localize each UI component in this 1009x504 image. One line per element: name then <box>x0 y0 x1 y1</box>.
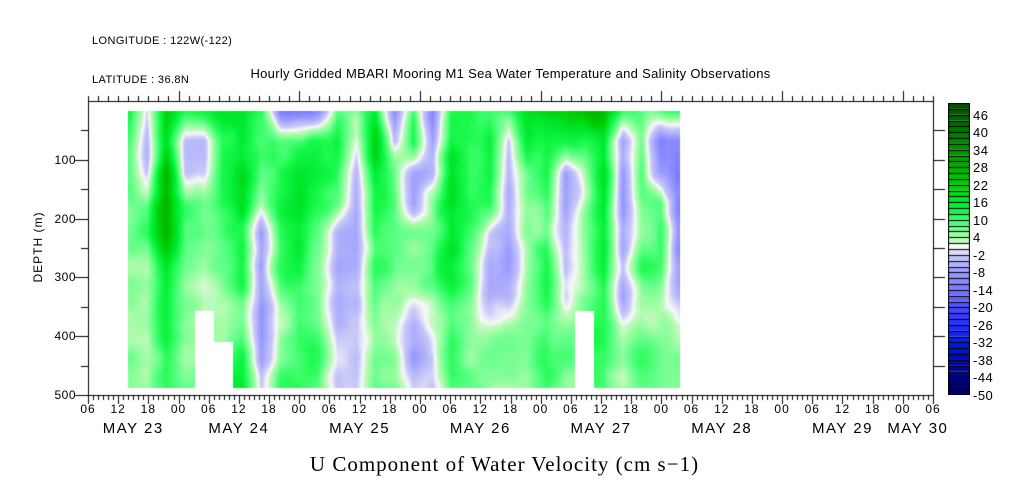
colorbar-tick-label: 28 <box>973 160 989 176</box>
x-hour-label: 00 <box>532 402 549 416</box>
x-hour-label: 00 <box>653 402 670 416</box>
y-tick-label: 300 <box>54 270 76 285</box>
x-hour-label: 06 <box>442 402 458 416</box>
x-hour-label: 06 <box>321 402 338 416</box>
x-date-label: MAY 23 <box>102 420 164 437</box>
x-date-label: MAY 29 <box>811 420 873 437</box>
x-hour-label: 06 <box>804 402 820 416</box>
x-hour-label: 18 <box>623 402 639 416</box>
x-hour-label: 06 <box>201 402 217 416</box>
colorbar-tick-label: 4 <box>973 230 981 246</box>
x-hour-label: 18 <box>744 402 760 416</box>
x-hour-label: 00 <box>291 402 307 416</box>
colorbar <box>948 103 970 395</box>
x-date-label: MAY 24 <box>208 420 270 437</box>
colorbar-tick-label: -8 <box>973 265 986 281</box>
x-hour-label: 12 <box>714 402 730 416</box>
x-hour-label: 06 <box>925 402 941 416</box>
colorbar-tick-label: 34 <box>973 142 989 158</box>
x-hour-label: 12 <box>834 402 851 416</box>
colorbar-tick-label: -2 <box>973 247 986 263</box>
x-hour-label: 00 <box>412 402 428 416</box>
x-date-label: MAY 25 <box>329 420 391 437</box>
colorbar-tick-label: -38 <box>973 352 994 368</box>
y-tick-label: 500 <box>54 388 76 402</box>
x-hour-label: 00 <box>774 402 790 416</box>
x-hour-label: 06 <box>80 402 96 416</box>
colorbar-tick-label: -14 <box>973 282 994 298</box>
x-date-label: MAY 26 <box>449 420 511 437</box>
colorbar-tick-label: 22 <box>973 177 989 193</box>
x-date-label: MAY 30 <box>887 420 949 437</box>
x-hour-label: 12 <box>351 402 368 416</box>
x-hour-label: 12 <box>472 402 488 416</box>
x-hour-label: 06 <box>683 402 700 416</box>
colorbar-tick-label: -26 <box>973 317 994 333</box>
x-hour-label: 18 <box>502 402 519 416</box>
colorbar-tick-label: -20 <box>973 300 994 316</box>
colorbar-tick-label: 16 <box>973 195 989 211</box>
x-hour-label: 12 <box>231 402 247 416</box>
x-hour-label: 18 <box>864 402 881 416</box>
x-hour-label: 00 <box>895 402 911 416</box>
x-hour-label: 18 <box>140 402 157 416</box>
bottom-axis-title: U Component of Water Velocity (cm s−1) <box>309 452 700 476</box>
y-tick-label: 200 <box>54 211 76 226</box>
x-hour-label: 12 <box>593 402 609 416</box>
x-hour-label: 00 <box>170 402 187 416</box>
x-hour-label: 18 <box>261 402 277 416</box>
y-tick-label: 400 <box>54 329 76 344</box>
colorbar-tick-label: -32 <box>973 335 994 351</box>
colorbar-tick-label: 40 <box>973 125 989 141</box>
x-hour-label: 12 <box>110 402 126 416</box>
colorbar-tick-label: -50 <box>973 388 994 403</box>
x-date-label: MAY 28 <box>691 420 753 437</box>
colorbar-tick-label: 46 <box>973 107 989 123</box>
x-hour-label: 06 <box>563 402 579 416</box>
colorbar-tick-label: -44 <box>973 370 994 386</box>
colorbar-tick-label: 10 <box>973 212 989 228</box>
x-hour-label: 18 <box>382 402 398 416</box>
y-tick-label: 100 <box>54 152 76 167</box>
x-date-label: MAY 27 <box>570 420 632 437</box>
